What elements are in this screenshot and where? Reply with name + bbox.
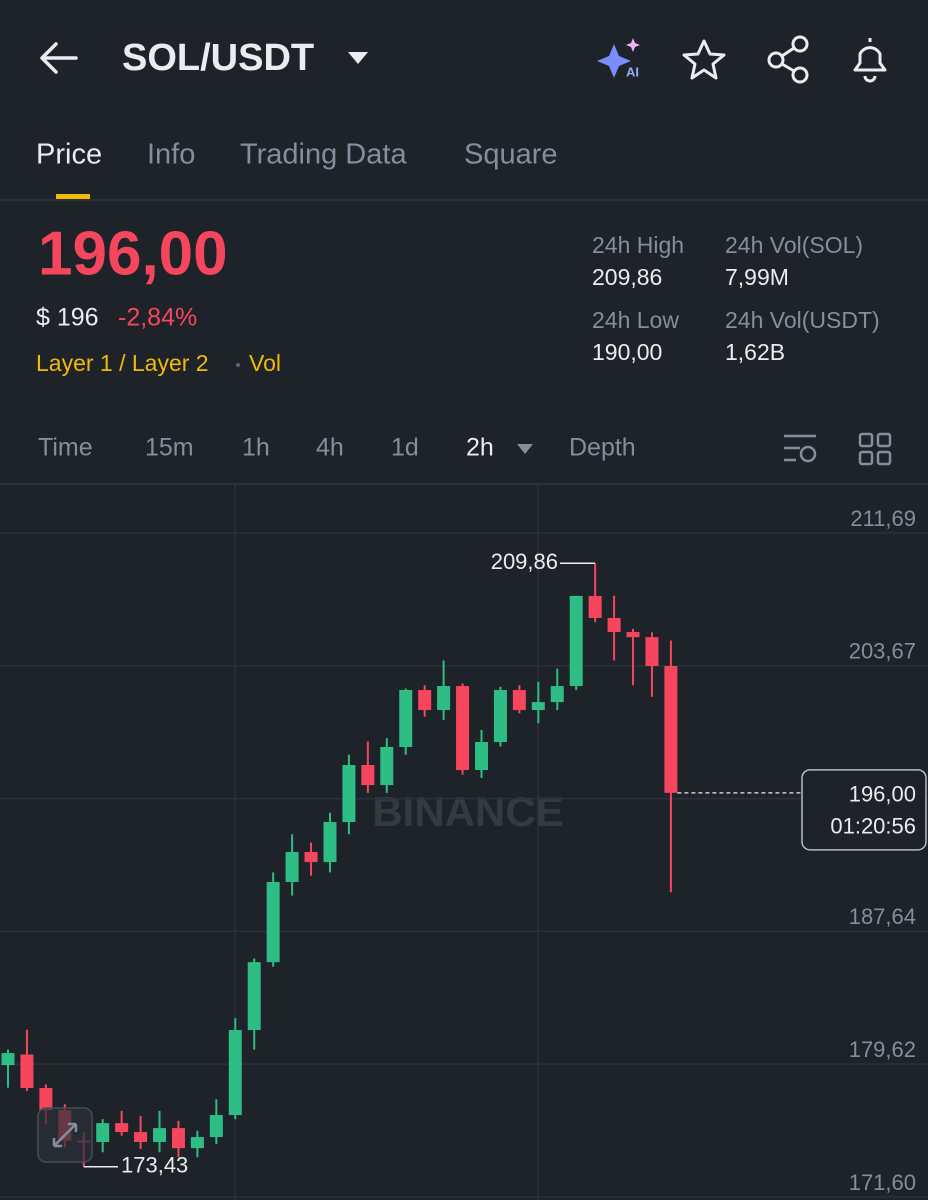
stat-value: 1,62B <box>725 339 785 365</box>
tag[interactable]: Layer 1 / Layer 2 <box>36 350 209 376</box>
candle-body <box>171 1128 185 1149</box>
candle-body <box>39 1088 53 1111</box>
interval[interactable]: Depth <box>569 434 636 462</box>
last-price-box[interactable] <box>801 769 927 851</box>
back-button[interactable] <box>40 42 78 74</box>
svg-text:AI: AI <box>626 64 639 79</box>
candle-body <box>456 686 470 771</box>
stat-label: 24h Vol(SOL) <box>725 232 863 258</box>
candle-body <box>664 665 678 793</box>
candle-body <box>380 746 394 786</box>
alert-button[interactable] <box>853 38 887 83</box>
candle-body <box>247 962 261 1031</box>
candle-body <box>645 637 659 666</box>
candle-body <box>209 1115 223 1138</box>
candle-body <box>96 1123 110 1143</box>
share-button[interactable] <box>767 35 809 84</box>
stat-label: 24h High <box>592 232 684 258</box>
tag[interactable]: Vol <box>249 350 281 376</box>
watermark: BINANCE <box>372 788 563 835</box>
stat-value: 190,00 <box>592 339 662 365</box>
candle-body <box>266 881 280 963</box>
low-marker-label: 173,43 <box>121 1153 188 1178</box>
candle-body <box>1 1053 15 1066</box>
candle-body <box>304 851 318 863</box>
stat-value: 209,86 <box>592 264 662 290</box>
tab[interactable]: Trading Data <box>240 139 407 171</box>
candle-body <box>550 686 564 703</box>
candle-body <box>115 1123 129 1133</box>
pair-title[interactable]: SOL/USDT <box>122 37 314 79</box>
candle-body <box>607 617 621 633</box>
candle-body <box>475 742 488 771</box>
high-marker-label: 209,86 <box>491 549 558 574</box>
candle-body <box>512 690 526 711</box>
tag-separator <box>236 363 240 367</box>
interval[interactable]: 2h <box>466 434 494 462</box>
y-tick-label: 171,60 <box>849 1170 916 1195</box>
candle-body <box>190 1137 204 1149</box>
favorite-button[interactable] <box>682 39 726 80</box>
candle-body <box>134 1132 148 1143</box>
candle-body <box>569 595 583 687</box>
candle-body <box>323 822 337 863</box>
layout-button[interactable] <box>858 432 892 466</box>
tab[interactable]: Price <box>36 139 102 171</box>
interval[interactable]: 15m <box>145 434 194 462</box>
candle-body <box>493 690 507 743</box>
y-tick-label: 187,64 <box>849 904 916 929</box>
candle-body <box>626 632 640 638</box>
candle-body <box>531 702 545 711</box>
interval[interactable]: 1h <box>242 434 270 462</box>
y-tick-label: 211,69 <box>850 506 916 531</box>
interval-dropdown[interactable] <box>517 444 533 454</box>
fullscreen-button[interactable] <box>37 1107 93 1163</box>
stat-value: 7,99M <box>725 264 789 290</box>
candle-body <box>437 686 451 711</box>
candle-body <box>20 1054 34 1089</box>
ai-button[interactable]: AI <box>597 38 640 79</box>
candle-body <box>153 1128 167 1143</box>
y-tick-label: 179,62 <box>849 1037 916 1062</box>
candle-body <box>418 690 432 711</box>
usd-price: $ 196 <box>36 304 99 332</box>
candle-body <box>228 1030 242 1116</box>
stat-label: 24h Vol(USDT) <box>725 307 880 333</box>
last-price: 196,00 <box>38 219 228 288</box>
candle-body <box>285 851 299 882</box>
candle-body <box>361 765 375 786</box>
interval[interactable]: 1d <box>391 434 419 462</box>
y-tick-label: 203,67 <box>849 639 916 664</box>
last-price-label: 196,00 <box>849 782 916 807</box>
interval[interactable]: 4h <box>316 434 344 462</box>
candle-body <box>399 690 413 747</box>
tab[interactable]: Square <box>464 139 558 171</box>
price-change: -2,84% <box>118 304 197 332</box>
candle-body <box>588 595 602 618</box>
countdown: 01:20:56 <box>830 814 916 839</box>
indicator-settings[interactable] <box>784 434 817 463</box>
tab[interactable]: Info <box>147 139 195 171</box>
candle-body <box>342 765 356 823</box>
pair-dropdown[interactable] <box>348 52 368 64</box>
stat-label: 24h Low <box>592 307 679 333</box>
active-tab-indicator <box>56 194 90 199</box>
interval[interactable]: Time <box>38 434 93 462</box>
